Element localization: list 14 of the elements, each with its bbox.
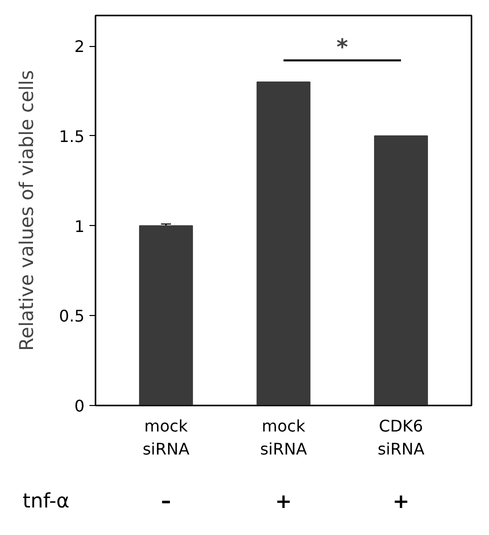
y-tick-label: 2 bbox=[74, 37, 85, 56]
y-axis-title: Relative values of viable cells bbox=[16, 70, 38, 351]
annotation: * bbox=[336, 35, 348, 60]
y-tick-label: 1 bbox=[74, 216, 85, 236]
x-tick-label: mock siRNA bbox=[260, 416, 307, 458]
text: – bbox=[161, 488, 171, 512]
y-tick-label: 0.5 bbox=[59, 306, 85, 326]
text: tnf-α bbox=[22, 488, 70, 512]
y-tick-label: 0 bbox=[74, 396, 85, 416]
text: + bbox=[275, 489, 292, 513]
x-tick-label: CDK6 siRNA bbox=[378, 416, 424, 458]
text: + bbox=[392, 489, 410, 513]
y-tick-label: 1.5 bbox=[59, 126, 85, 146]
x-tick-label: mock siRNA bbox=[142, 416, 190, 458]
